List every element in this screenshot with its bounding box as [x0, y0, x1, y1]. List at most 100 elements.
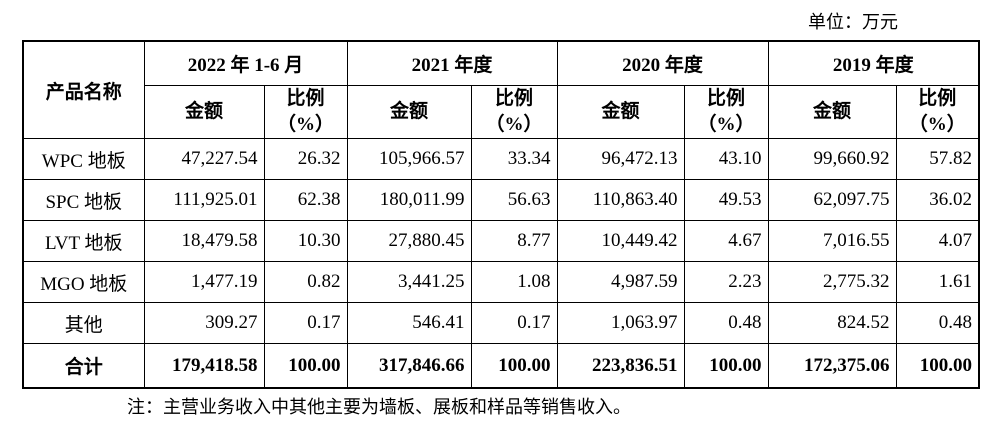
cell-text: 1,477.19 — [191, 271, 258, 292]
header-text: 比例 — [286, 88, 325, 109]
period-header: 2021 年度 — [346, 40, 558, 86]
table-cell: 56.63 — [470, 179, 558, 221]
cell-text: 1.08 — [517, 271, 551, 292]
table-cell: 0.48 — [683, 302, 769, 344]
header-text: 金额 — [601, 101, 640, 122]
cell-text: 7,016.55 — [823, 230, 890, 251]
cell-text: 317,846.66 — [379, 354, 465, 376]
table-cell: 4.07 — [895, 220, 980, 262]
table-cell: 546.41 — [346, 302, 472, 344]
cell-text: 62.38 — [297, 189, 341, 210]
cell-text: 0.48 — [728, 312, 762, 333]
cell-text: 180,011.99 — [379, 189, 465, 210]
header-text: 2020 年度 — [622, 55, 703, 76]
cell-text: WPC 地板 — [41, 150, 126, 172]
cell-text: 100.00 — [288, 354, 341, 376]
cell-text: 172,375.06 — [804, 354, 890, 376]
cell-text: 223,836.51 — [592, 354, 678, 376]
table-cell: 0.48 — [895, 302, 980, 344]
table-cell: LVT 地板 — [22, 220, 145, 262]
table-cell: 2.23 — [683, 261, 769, 303]
cell-text: 99,660.92 — [813, 148, 890, 169]
table-cell: 其他 — [22, 302, 145, 344]
table-cell: 1.08 — [470, 261, 558, 303]
cell-text: 10.30 — [297, 230, 341, 251]
header-text: 金额 — [812, 101, 851, 122]
cell-text: 0.17 — [517, 312, 551, 333]
header-cell: 金额 — [143, 85, 265, 139]
table-cell: 4,987.59 — [556, 261, 685, 303]
header-cell: 金额 — [767, 85, 897, 139]
cell-text: 57.82 — [929, 148, 972, 169]
cell-text: 3,441.25 — [398, 271, 465, 292]
header-text: 比例 — [706, 88, 745, 109]
table-cell: 223,836.51 — [556, 343, 685, 389]
cell-text: 1.61 — [938, 271, 972, 292]
header-row: 产品名称 2022 年 1-6 月 2021 年度 2020 年度 2019 年度 — [22, 40, 980, 139]
table-cell: 100.00 — [263, 343, 348, 389]
table-cell: 1,477.19 — [143, 261, 265, 303]
cell-text: 56.63 — [507, 189, 551, 210]
table-cell: 62,097.75 — [767, 179, 897, 221]
cell-text: 2.23 — [728, 271, 762, 292]
cell-text: 36.02 — [929, 189, 972, 210]
cell-text: 96,472.13 — [601, 148, 678, 169]
table-cell: 99,660.92 — [767, 138, 897, 180]
cell-text: 其他 — [64, 314, 103, 336]
header-cell: 比例 （%） — [895, 85, 980, 139]
table-cell: 18,479.58 — [143, 220, 265, 262]
cell-text: 1,063.97 — [611, 312, 678, 333]
cell-text: 309.27 — [205, 312, 258, 333]
header-cell: 比例 （%） — [470, 85, 558, 139]
table-cell: 172,375.06 — [767, 343, 897, 389]
data-row: 合计 179,418.58 100.00 317,846.66 100.00 223,83… — [22, 343, 980, 389]
cell-text: 111,925.01 — [173, 189, 258, 210]
table-cell: 62.38 — [263, 179, 348, 221]
unit-label: 单位：万元 — [808, 12, 898, 32]
header-text: （%） — [276, 114, 334, 135]
cell-text: 4,987.59 — [611, 271, 678, 292]
cell-text: 0.48 — [938, 312, 972, 333]
table-cell: 317,846.66 — [346, 343, 472, 389]
data-row: WPC 地板 47,227.54 26.32 105,966.57 33.34 96,47… — [22, 138, 980, 180]
data-row: SPC 地板 111,925.01 62.38 180,011.99 56.63 110,… — [22, 179, 980, 221]
header-text: （%） — [697, 114, 755, 135]
cell-text: 100.00 — [498, 354, 551, 376]
cell-text: 2,775.32 — [823, 271, 890, 292]
period-header: 2022 年 1-6 月 — [143, 40, 348, 86]
table-cell: 27,880.45 — [346, 220, 472, 262]
table-cell: 100.00 — [683, 343, 769, 389]
table-cell: 43.10 — [683, 138, 769, 180]
table-cell: 合计 — [22, 343, 145, 389]
table-cell: WPC 地板 — [22, 138, 145, 180]
table-cell: 96,472.13 — [556, 138, 685, 180]
cell-text: 合计 — [64, 357, 103, 378]
cell-text: 27,880.45 — [388, 230, 465, 251]
cell-text: 100.00 — [919, 354, 972, 376]
period-header: 2019 年度 — [767, 40, 980, 86]
revenue-table: 产品名称 2022 年 1-6 月 2021 年度 2020 年度 2019 年度金额 比… — [22, 40, 980, 389]
table-cell: 2,775.32 — [767, 261, 897, 303]
cell-text: 100.00 — [709, 354, 762, 376]
cell-text: 49.53 — [718, 189, 762, 210]
header-text: （%） — [485, 114, 543, 135]
header-cell: 产品名称 — [22, 40, 145, 139]
table-cell: 33.34 — [470, 138, 558, 180]
table-cell: 309.27 — [143, 302, 265, 344]
header-text: 比例 — [494, 88, 533, 109]
data-row: MGO 地板 1,477.19 0.82 3,441.25 1.08 4,987.59 2.… — [22, 261, 980, 303]
cell-text: 110,863.40 — [592, 189, 678, 210]
header-text: 金额 — [184, 101, 223, 122]
cell-text: MGO 地板 — [40, 273, 128, 295]
table-cell: 180,011.99 — [346, 179, 472, 221]
table-cell: 0.82 — [263, 261, 348, 303]
table-cell: 179,418.58 — [143, 343, 265, 389]
table-cell: 36.02 — [895, 179, 980, 221]
header-text: 比例 — [918, 88, 957, 109]
table-cell: 824.52 — [767, 302, 897, 344]
header-text: 2022 年 1-6 月 — [187, 55, 304, 76]
table-cell: MGO 地板 — [22, 261, 145, 303]
cell-text: 0.17 — [307, 312, 341, 333]
header-cell: 比例 （%） — [263, 85, 348, 139]
cell-text: 179,418.58 — [172, 354, 258, 376]
